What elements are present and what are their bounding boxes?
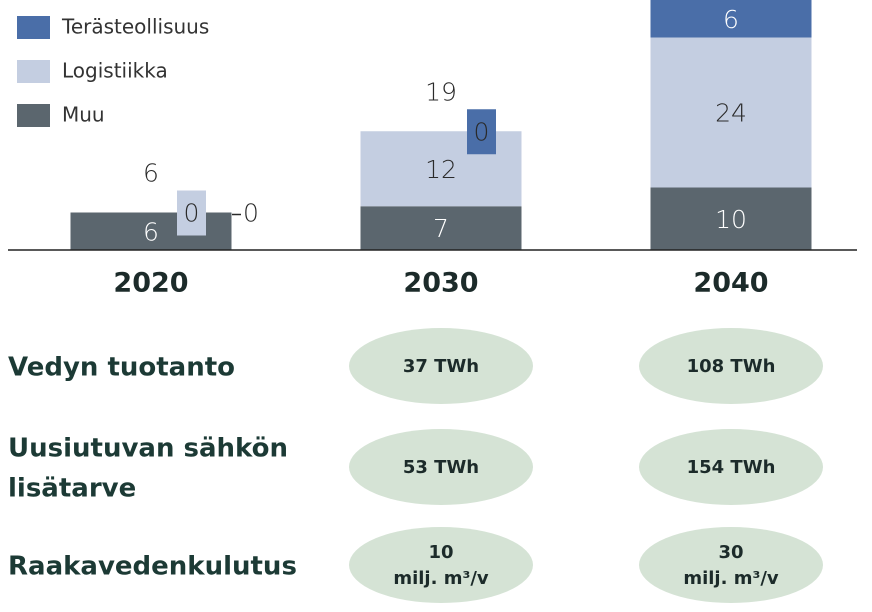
value-label: 0 — [474, 117, 490, 146]
pill-text: milj. m³/v — [683, 568, 779, 589]
value-label: 7 — [433, 214, 449, 243]
value-pill — [639, 328, 823, 404]
row-label: Uusiutuvan sähkön — [8, 434, 288, 464]
legend-label: Muu — [62, 103, 105, 127]
x-tick-label: 2020 — [113, 268, 188, 299]
bar-segment — [650, 0, 812, 38]
pill-text: 108 TWh — [687, 356, 776, 377]
legend-swatch — [17, 16, 50, 39]
pill-text: 37 TWh — [403, 356, 479, 377]
legend-swatch — [17, 104, 50, 127]
row-label: lisätarve — [8, 474, 136, 504]
value-pill — [639, 527, 823, 603]
x-tick-label: 2030 — [403, 268, 478, 299]
value-label: 6 — [723, 5, 739, 34]
total-label: 19 — [425, 77, 457, 106]
value-label: 0 — [184, 199, 200, 228]
value-pill — [639, 429, 823, 505]
bar-segment — [650, 37, 812, 188]
value-label: 12 — [425, 155, 457, 184]
x-tick-label: 2040 — [693, 268, 768, 299]
row-label: Vedyn tuotanto — [8, 353, 235, 383]
zero-badge — [467, 109, 496, 155]
pill-text: 30 — [718, 542, 743, 563]
legend-swatch — [17, 60, 50, 83]
bar-segment — [360, 206, 522, 250]
value-pill — [349, 328, 533, 404]
total-label: 6 — [143, 159, 159, 188]
value-label: 0 — [243, 199, 259, 228]
zero-badge — [177, 190, 206, 236]
value-label: 6 — [143, 217, 159, 246]
value-label: 10 — [715, 205, 747, 234]
value-pill — [349, 527, 533, 603]
pill-text: 10 — [428, 542, 453, 563]
pill-text: milj. m³/v — [393, 568, 489, 589]
row-label: Raakavedenkulutus — [8, 552, 297, 582]
pill-text: 53 TWh — [403, 457, 479, 478]
value-pill — [349, 429, 533, 505]
bar-segment — [650, 187, 812, 250]
legend-label: Terästeollisuus — [61, 15, 209, 39]
legend-label: Logistiikka — [62, 59, 168, 83]
pill-text: 154 TWh — [687, 457, 776, 478]
value-label: 24 — [715, 99, 747, 128]
